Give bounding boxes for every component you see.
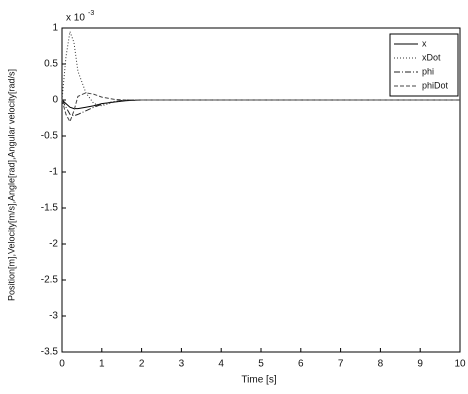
x-tick-label: 3 [179, 359, 185, 370]
x-tick-label: 8 [378, 359, 384, 370]
legend-label: x [422, 38, 427, 48]
y-tick-label: -2.5 [41, 275, 59, 286]
y-tick-label: -1 [49, 167, 58, 178]
chart: Time [s] Position[m],Velocity[m/s],Angle… [0, 0, 468, 394]
x-tick-label: 1 [99, 359, 105, 370]
x-tick-label: 5 [258, 359, 264, 370]
x-tick-label: 6 [298, 359, 304, 370]
y-axis-label: Position[m],Velocity[m/s],Angle[rad],Ang… [6, 69, 16, 301]
y-tick-label: -0.5 [41, 131, 59, 142]
y-tick-label: 1 [52, 23, 58, 34]
x-tick-label: 4 [218, 359, 224, 370]
y-tick-label: -3 [49, 311, 58, 322]
x-tick-label: 7 [338, 359, 344, 370]
y-exponent-base: x 10 [66, 13, 85, 24]
legend-label: phi [422, 66, 434, 76]
legend-label: xDot [422, 52, 441, 62]
x-axis-label: Time [s] [241, 375, 276, 386]
x-tick-label: 2 [139, 359, 145, 370]
y-exponent: -3 [88, 10, 94, 17]
y-tick-label: -1.5 [41, 203, 59, 214]
y-tick-label: -2 [49, 239, 58, 250]
y-tick-label: 0.5 [44, 59, 58, 70]
x-tick-label: 9 [417, 359, 423, 370]
legend-label: phiDot [422, 80, 449, 90]
y-tick-label: 0 [52, 95, 58, 106]
x-tick-label: 10 [454, 359, 466, 370]
y-tick-label: -3.5 [41, 347, 59, 358]
x-tick-label: 0 [59, 359, 65, 370]
